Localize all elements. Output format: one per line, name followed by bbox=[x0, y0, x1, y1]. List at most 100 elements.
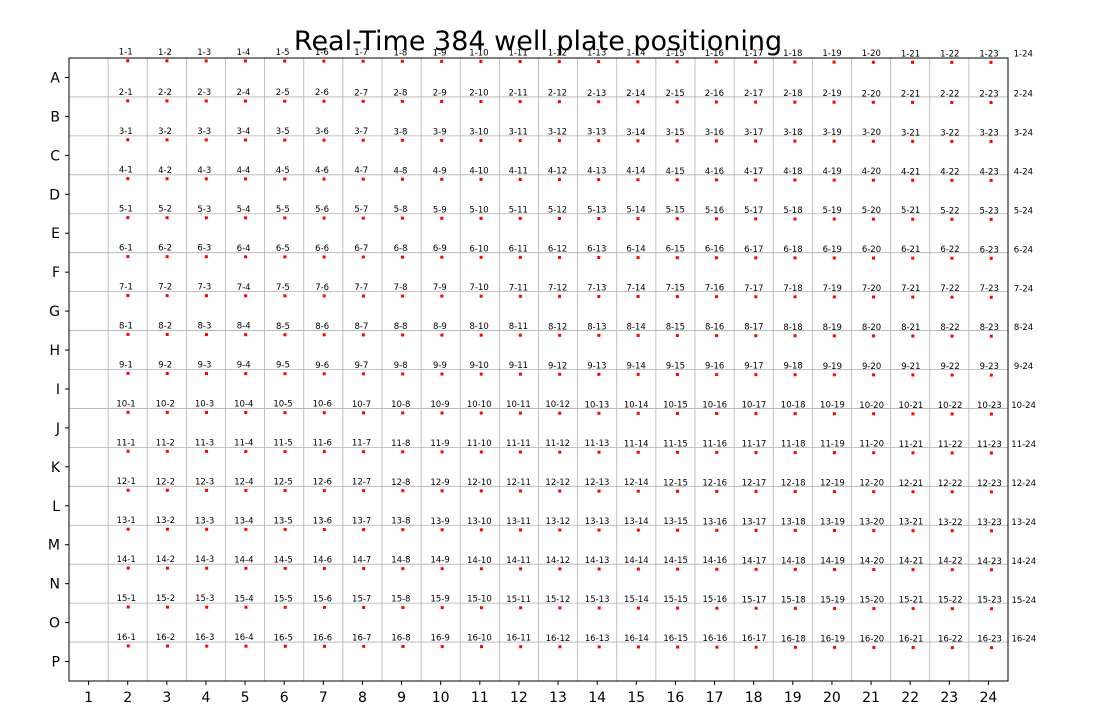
well-point bbox=[597, 294, 601, 298]
well-label: 7-18 bbox=[783, 284, 802, 294]
well-label: 13-3 bbox=[195, 516, 214, 526]
well-label: 2-23 bbox=[979, 90, 998, 100]
well-point bbox=[989, 178, 993, 182]
well-label: 4-8 bbox=[394, 166, 408, 176]
well-label: 10-8 bbox=[391, 400, 410, 410]
well-point bbox=[597, 489, 601, 493]
well-point bbox=[440, 567, 444, 571]
well-label: 15-20 bbox=[859, 595, 884, 605]
well-point bbox=[204, 333, 208, 337]
well-label: 10-4 bbox=[234, 400, 253, 410]
well-label: 13-20 bbox=[859, 518, 884, 528]
well-label: 14-2 bbox=[156, 555, 175, 565]
well-point bbox=[126, 371, 130, 375]
well-point bbox=[165, 255, 169, 259]
well-label: 11-12 bbox=[545, 439, 570, 449]
well-point bbox=[558, 411, 562, 415]
well-label: 14-13 bbox=[585, 556, 610, 566]
well-label: 6-20 bbox=[862, 245, 881, 255]
well-point bbox=[440, 138, 444, 142]
well-label: 8-21 bbox=[901, 323, 920, 333]
well-label: 8-19 bbox=[823, 323, 842, 333]
well-label: 2-22 bbox=[940, 89, 959, 99]
well-label: 11-1 bbox=[116, 438, 135, 448]
well-point bbox=[754, 256, 758, 260]
x-tick-label: 7 bbox=[319, 690, 328, 706]
well-point bbox=[597, 178, 601, 182]
well-label: 13-21 bbox=[899, 518, 924, 528]
well-point bbox=[165, 371, 169, 375]
well-point bbox=[911, 256, 915, 260]
x-tick-label: 21 bbox=[862, 690, 880, 706]
well-point bbox=[793, 373, 797, 377]
well-label: 14-11 bbox=[506, 556, 531, 566]
well-label: 14-10 bbox=[467, 556, 492, 566]
well-point bbox=[636, 411, 640, 415]
well-label: 13-6 bbox=[313, 517, 332, 527]
well-label: 15-4 bbox=[234, 594, 253, 604]
well-label: 8-3 bbox=[198, 322, 212, 332]
well-point bbox=[479, 606, 483, 610]
well-label: 11-11 bbox=[506, 439, 531, 449]
well-label: 10-21 bbox=[899, 401, 924, 411]
well-label: 7-13 bbox=[587, 283, 606, 293]
well-point bbox=[165, 99, 169, 103]
well-label: 11-4 bbox=[234, 439, 253, 449]
well-point bbox=[950, 412, 954, 416]
well-label: 12-20 bbox=[859, 479, 884, 489]
well-point bbox=[990, 568, 994, 572]
well-point bbox=[871, 256, 875, 260]
well-point bbox=[754, 412, 758, 416]
well-label: 7-21 bbox=[901, 284, 920, 294]
well-label: 2-15 bbox=[665, 89, 684, 99]
well-label: 9-1 bbox=[119, 360, 133, 370]
well-point bbox=[597, 139, 601, 143]
well-point bbox=[675, 295, 679, 299]
well-point bbox=[205, 410, 209, 414]
well-label: 7-3 bbox=[197, 283, 211, 293]
well-point bbox=[558, 372, 562, 376]
well-point bbox=[793, 100, 797, 104]
well-point bbox=[400, 59, 404, 63]
y-tick-label: N bbox=[50, 577, 60, 593]
well-point bbox=[558, 528, 562, 532]
well-point bbox=[636, 217, 640, 221]
well-label: 1-17 bbox=[744, 49, 763, 59]
well-label: 14-22 bbox=[938, 557, 963, 567]
well-point bbox=[715, 411, 719, 415]
well-label: 4-20 bbox=[862, 167, 881, 177]
well-label: 8-24 bbox=[1014, 323, 1033, 333]
well-label: 12-19 bbox=[820, 479, 845, 489]
x-tick-label: 8 bbox=[358, 690, 367, 706]
well-point bbox=[557, 60, 561, 64]
well-point bbox=[361, 294, 365, 298]
well-point bbox=[283, 644, 287, 648]
well-label: 2-21 bbox=[901, 89, 920, 99]
well-label: 5-3 bbox=[197, 205, 211, 215]
well-point bbox=[832, 60, 836, 64]
well-label: 14-9 bbox=[430, 556, 449, 566]
well-label: 1-1 bbox=[119, 48, 133, 58]
well-label: 6-19 bbox=[823, 245, 842, 255]
well-label: 6-10 bbox=[469, 244, 488, 254]
well-label: 5-13 bbox=[587, 206, 606, 216]
well-point bbox=[283, 255, 287, 259]
well-label: 16-4 bbox=[234, 633, 253, 643]
well-point bbox=[440, 528, 444, 532]
well-label: 9-3 bbox=[198, 361, 212, 371]
well-label: 3-7 bbox=[354, 127, 368, 137]
well-label: 16-9 bbox=[431, 634, 450, 644]
well-point bbox=[165, 527, 169, 531]
well-point bbox=[754, 451, 758, 455]
well-label: 6-17 bbox=[744, 245, 763, 255]
well-label: 2-16 bbox=[705, 89, 724, 99]
well-label: 3-11 bbox=[509, 128, 528, 138]
well-label: 4-15 bbox=[666, 167, 685, 177]
well-point bbox=[165, 410, 169, 414]
well-label: 3-6 bbox=[315, 127, 329, 137]
well-point bbox=[204, 372, 208, 376]
well-point bbox=[872, 529, 876, 533]
well-label: 2-4 bbox=[237, 88, 251, 98]
x-tick-label: 19 bbox=[784, 690, 802, 706]
well-label: 8-15 bbox=[666, 323, 685, 333]
